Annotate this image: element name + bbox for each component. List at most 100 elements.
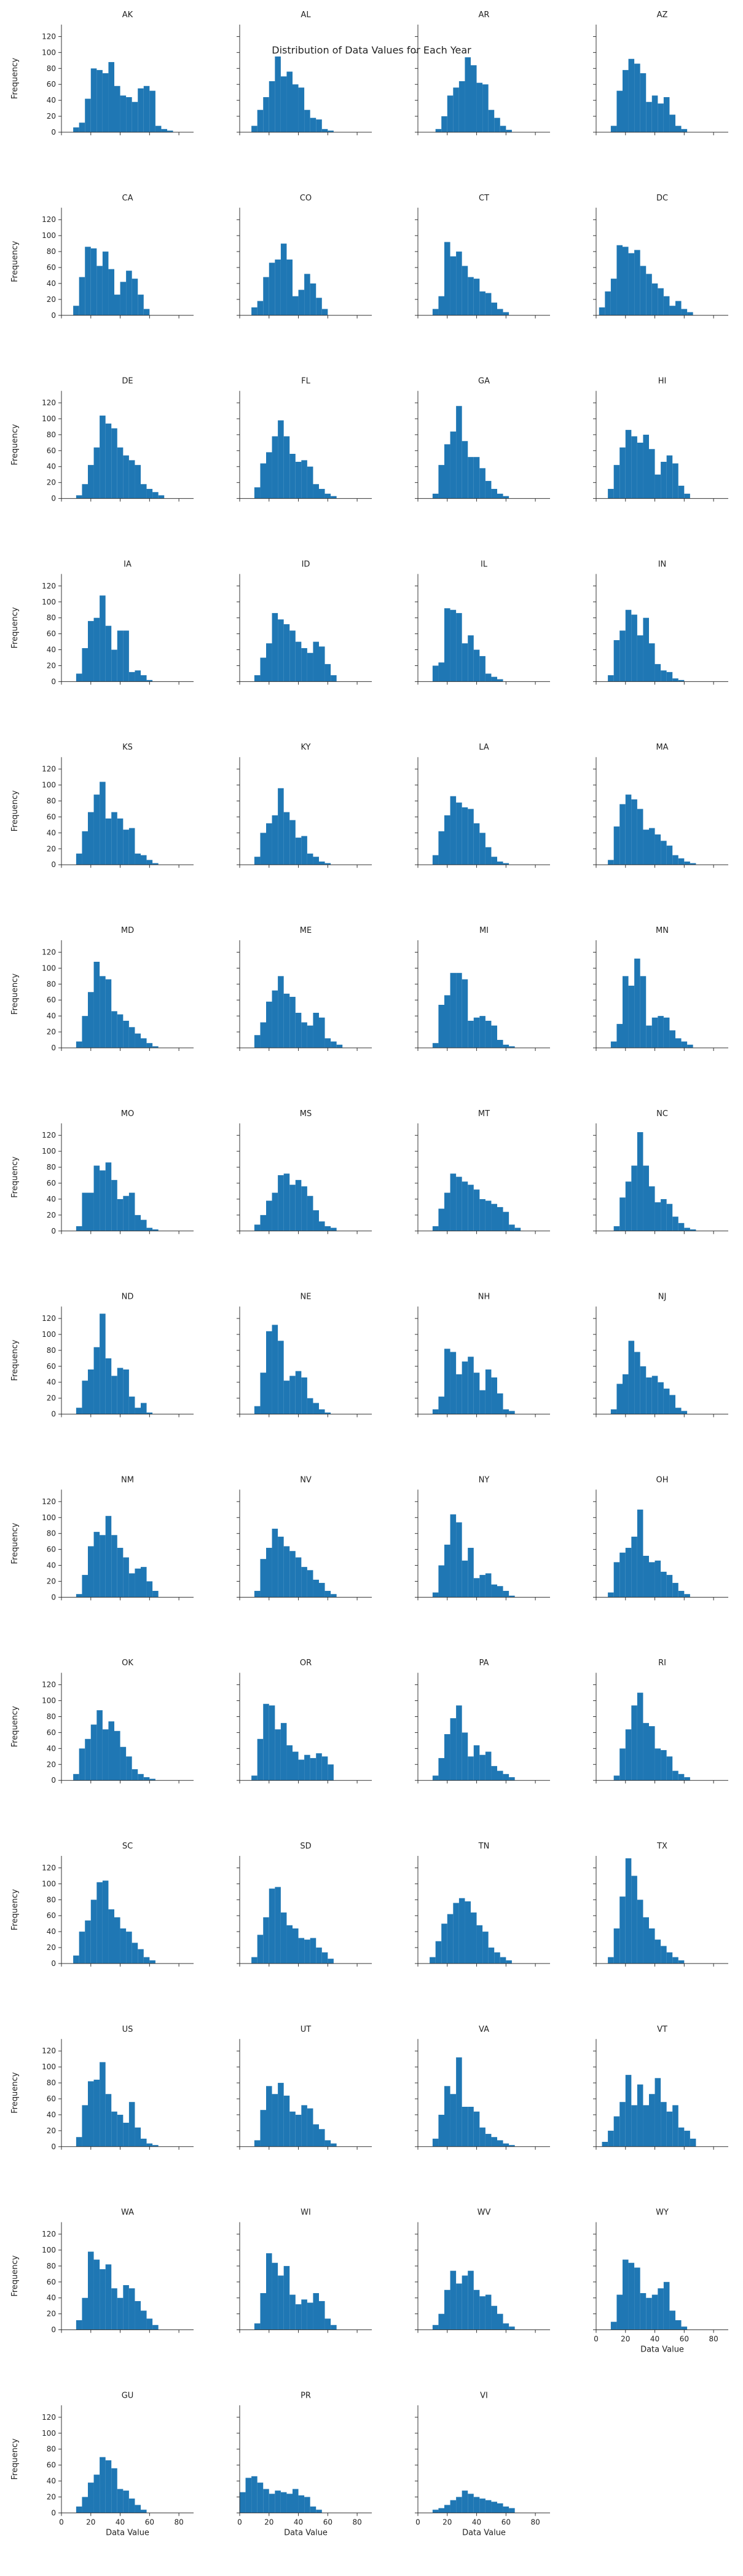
hist-bar-wi-3	[272, 2262, 278, 2330]
y-axis-label: Frequency	[10, 1339, 20, 1381]
y-tick-label: 100	[42, 2063, 56, 2071]
hist-bar-co-2	[263, 277, 269, 315]
hist-bar-sc-5	[102, 1880, 109, 1964]
hist-bar-us-12	[146, 2143, 153, 2147]
hist-bar-al-0	[251, 125, 257, 132]
panel-title: PR	[301, 2391, 311, 2400]
hist-bar-ne-5	[283, 1381, 290, 1414]
hist-bar-vi-12	[503, 2507, 509, 2513]
y-tick-label: 40	[47, 2294, 56, 2302]
hist-bar-nv-10	[313, 1579, 319, 1598]
hist-bar-md-8	[123, 1020, 129, 1048]
hist-bar-nj-11	[675, 1408, 682, 1414]
hist-bar-tn-13	[506, 1960, 512, 1964]
panel-title: MI	[479, 926, 489, 935]
hist-bar-nm-9	[128, 1573, 135, 1598]
hist-bar-pr-13	[316, 2510, 322, 2513]
hist-bar-ak-4	[96, 69, 103, 132]
hist-bar-wi-11	[319, 2301, 325, 2330]
panel-title: AR	[479, 10, 490, 20]
hist-bar-nc-5	[643, 1165, 649, 1231]
panel-title: TX	[656, 1842, 667, 1851]
hist-bar-wv-5	[462, 2275, 468, 2330]
hist-bar-ct-10	[491, 303, 497, 315]
hist-bar-sd-0	[251, 1957, 257, 1964]
y-tick-label: 0	[51, 1776, 56, 1785]
hist-bar-la-0	[432, 855, 439, 865]
hist-bar-az-1	[616, 90, 623, 132]
hist-bar-dc-13	[675, 301, 682, 315]
hist-bar-dc-2	[610, 279, 617, 315]
hist-bar-mi-6	[468, 1020, 474, 1048]
panel-title: MA	[656, 743, 668, 752]
hist-bar-nm-0	[76, 1594, 82, 1598]
hist-bar-az-0	[610, 125, 617, 132]
hist-bar-ne-9	[307, 1398, 313, 1414]
hist-bar-mo-11	[141, 1219, 147, 1231]
panel-title: VT	[657, 2025, 667, 2034]
hist-bar-ut-6	[289, 2111, 296, 2147]
x-tick-label: 80	[352, 2518, 361, 2526]
hist-bar-nm-1	[82, 1575, 88, 1598]
hist-bar-us-1	[82, 2105, 88, 2147]
y-tick-label: 20	[47, 478, 56, 487]
hist-bar-fl-5	[283, 436, 290, 499]
hist-bar-mn-8	[658, 1016, 664, 1048]
hist-bar-ri-11	[678, 1773, 685, 1781]
y-tick-label: 120	[42, 1681, 56, 1689]
hist-bar-tn-7	[471, 1912, 477, 1964]
hist-bar-sc-2	[85, 1920, 91, 1964]
hist-bar-nj-7	[651, 1376, 658, 1414]
hist-bar-hi-12	[678, 485, 685, 499]
hist-bar-wy-4	[634, 2267, 640, 2330]
y-tick-label: 100	[42, 1147, 56, 1155]
hist-bar-dc-10	[658, 288, 664, 315]
hist-bar-va-12	[503, 2143, 509, 2147]
hist-bar-ak-14	[155, 125, 162, 132]
hist-bar-mo-0	[76, 1226, 82, 1231]
hist-bar-dc-15	[687, 312, 693, 315]
hist-bar-tx-0	[608, 1957, 614, 1964]
hist-bar-us-3	[93, 2079, 100, 2147]
hist-bar-in-7	[649, 643, 655, 682]
panel-title: IL	[481, 560, 488, 569]
y-tick-label: 20	[47, 2310, 56, 2318]
hist-bar-md-10	[135, 1033, 141, 1048]
panel-title: NV	[300, 1475, 312, 1484]
hist-bar-me-8	[301, 1022, 307, 1048]
hist-bar-dc-11	[663, 296, 670, 315]
panel-title: MD	[121, 926, 134, 935]
hist-bar-sd-7	[293, 1928, 299, 1964]
hist-bar-me-12	[324, 1038, 331, 1048]
hist-bar-vt-10	[661, 2102, 667, 2147]
hist-bar-ky-10	[313, 857, 319, 865]
hist-bar-ak-6	[108, 61, 114, 132]
hist-bar-de-13	[152, 492, 159, 499]
hist-bar-fl-10	[313, 484, 319, 499]
hist-bar-fl-4	[278, 420, 284, 499]
hist-bar-mt-6	[468, 1184, 474, 1231]
y-tick-label: 80	[47, 614, 56, 622]
hist-bar-sd-12	[321, 1952, 328, 1964]
hist-bar-wv-3	[450, 2270, 457, 2330]
panel-title: DC	[656, 194, 668, 203]
hist-bar-id-8	[301, 648, 307, 682]
hist-bar-wi-8	[301, 2299, 307, 2330]
hist-bar-ia-2	[88, 620, 94, 682]
hist-bar-or-3	[269, 1705, 275, 1781]
hist-bar-ms-10	[313, 1210, 319, 1231]
hist-bar-mi-3	[450, 973, 457, 1048]
hist-bar-ny-3	[450, 1514, 457, 1598]
hist-bar-ks-7	[117, 818, 124, 865]
hist-bar-ga-9	[485, 481, 492, 499]
hist-bar-la-5	[462, 807, 468, 865]
hist-bar-wy-1	[616, 2294, 623, 2330]
hist-bar-wy-0	[610, 2321, 617, 2330]
y-tick-label: 80	[47, 247, 56, 256]
y-tick-label: 100	[42, 1330, 56, 1339]
y-tick-label: 60	[47, 1545, 56, 1554]
hist-bar-us-8	[123, 2122, 129, 2147]
hist-bar-nc-8	[661, 1199, 667, 1231]
hist-bar-wv-10	[491, 2305, 497, 2330]
hist-bar-id-11	[319, 646, 325, 682]
